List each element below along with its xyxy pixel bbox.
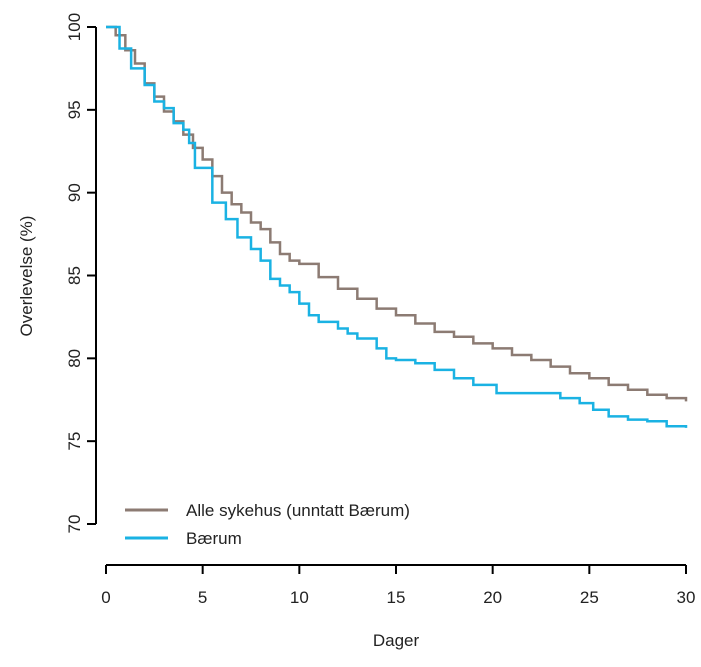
x-tick-label: 5	[198, 588, 207, 607]
y-axis-label: Overlevelse (%)	[17, 216, 36, 337]
y-tick-label: 85	[65, 266, 84, 285]
y-tick-label: 70	[65, 515, 84, 534]
x-tick-label: 15	[387, 588, 406, 607]
series-line	[106, 25, 688, 402]
x-tick-label: 25	[580, 588, 599, 607]
y-tick-label: 95	[65, 100, 84, 119]
y-tick-label: 90	[65, 183, 84, 202]
legend-label: Bærum	[186, 529, 242, 548]
x-axis-label: Dager	[373, 631, 420, 650]
x-tick-label: 20	[483, 588, 502, 607]
y-tick-label: 100	[65, 13, 84, 41]
legend-label: Alle sykehus (unntatt Bærum)	[186, 501, 410, 520]
x-tick-label: 0	[101, 588, 110, 607]
x-tick-label: 10	[290, 588, 309, 607]
y-tick-label: 80	[65, 349, 84, 368]
series-line	[106, 25, 688, 428]
x-tick-label: 30	[677, 588, 696, 607]
y-tick-label: 75	[65, 432, 84, 451]
